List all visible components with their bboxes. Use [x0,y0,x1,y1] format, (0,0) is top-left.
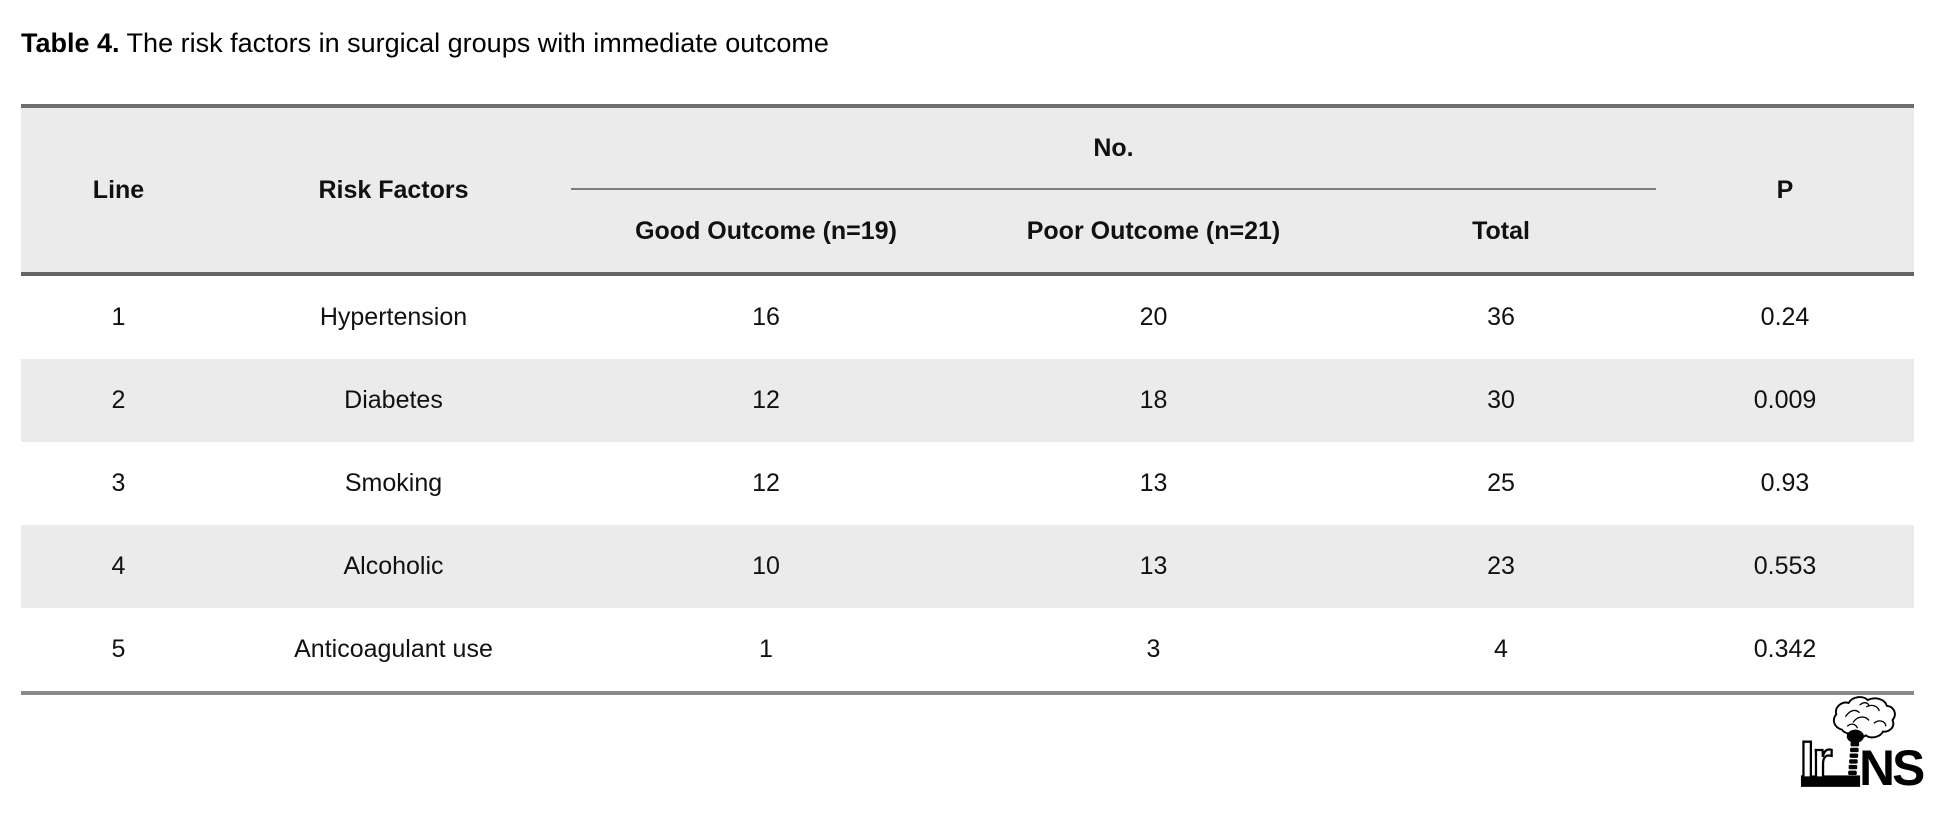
row-3-p: 0.93 [1760,469,1810,497]
row-4-good: 10 [571,525,961,608]
row-5-line: 5 [21,608,216,695]
row-2-risk-factor: Diabetes [216,359,571,442]
brain-icon [1832,696,1896,743]
row-3-poor: 13 [1139,469,1168,497]
row-1-poor: 20 [1139,303,1168,331]
table-row: 2 Diabetes 12 18 30 0.009 [21,359,1915,442]
logo-base-bar [1800,775,1861,787]
row-3-good: 12 [752,469,780,497]
row-5-poor: 3 [961,608,1346,695]
spine-icon [1847,742,1860,787]
risk-factors-table: Line Risk Factors No. P Good Outcome (n=… [21,104,1915,695]
row-1-total: 36 [1487,303,1515,331]
header-p: P [1656,106,1915,276]
row-5-p: 0.342 [1656,608,1915,695]
row-2-poor: 18 [961,359,1346,442]
journal-logo: Ir NS [1799,696,1927,796]
row-2-line: 2 [21,359,216,442]
header-no-group: No. [571,106,1657,190]
row-4-total: 23 [1346,525,1657,608]
row-4-poor: 13 [961,525,1346,608]
row-5-good: 1 [571,608,961,695]
row-2-p: 0.009 [1656,359,1915,442]
row-4-line: 4 [21,525,216,608]
table-row: 5 Anticoagulant use 1 3 4 0.342 [21,608,1915,695]
row-4-risk-factor: Alcoholic [216,525,571,608]
table-row: 1 Hypertension 16 20 36 0.24 [21,274,1914,359]
header-line: Line [21,106,216,276]
header-risk-factors: Risk Factors [216,106,571,276]
row-4-p: 0.553 [1656,525,1915,608]
row-1-line: 1 [111,303,126,331]
row-3-risk-factor: Smoking [344,469,443,497]
row-1-p: 0.24 [1760,303,1810,331]
table-caption: Table 4. The risk factors in surgical gr… [21,27,829,59]
row-1-good: 16 [752,303,780,331]
row-5-total: 4 [1346,608,1657,695]
header-good-outcome: Good Outcome (n=19) [571,189,961,276]
table-row: 4 Alcoholic 10 13 23 0.553 [21,525,1915,608]
row-3-line: 3 [111,469,126,497]
row-3-total: 25 [1487,469,1515,497]
table-caption-text: The risk factors in surgical groups with… [119,28,829,58]
row-2-good: 12 [571,359,961,442]
row-5-risk-factor: Anticoagulant use [216,608,571,695]
logo-text-ns: NS [1859,740,1924,789]
irns-logo-graphic: Ir NS [1799,696,1927,796]
row-1-risk-factor: Hypertension [319,303,468,331]
header-total: Total [1346,189,1657,276]
row-2-total: 30 [1346,359,1657,442]
header-poor-outcome: Poor Outcome (n=21) [961,189,1346,276]
table-body: 1 Hypertension 16 20 36 0.24 2 Diabetes … [21,274,1915,695]
logo-text-ir: Ir [1800,730,1832,788]
table-row: 3 Smoking 12 13 25 0.93 [21,442,1914,525]
table-header: Line Risk Factors No. P Good Outcome (n=… [21,106,1915,276]
table-caption-label: Table 4. [21,28,120,58]
